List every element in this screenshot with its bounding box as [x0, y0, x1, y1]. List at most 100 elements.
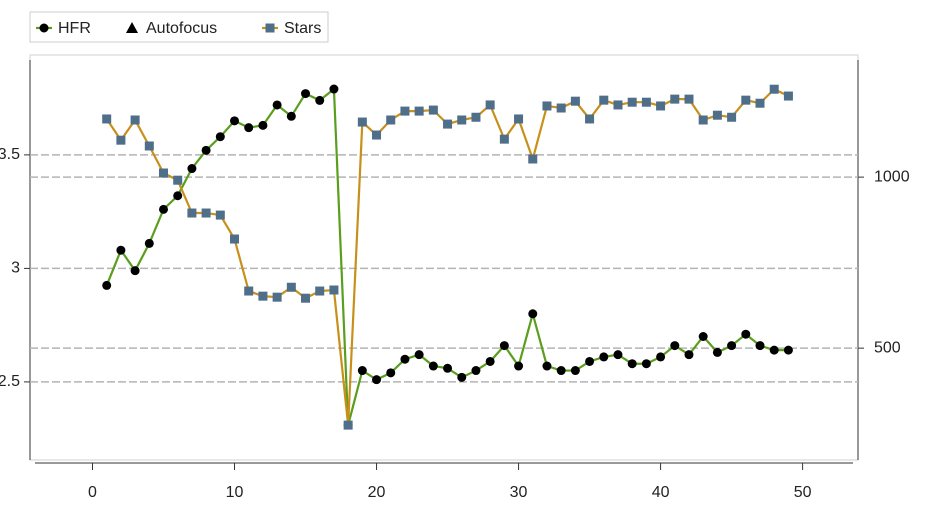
- marker: [499, 134, 509, 144]
- y-tick-label: 3.5: [0, 146, 20, 163]
- marker: [414, 106, 424, 116]
- marker: [315, 286, 325, 296]
- marker: [727, 341, 737, 351]
- marker: [684, 350, 694, 360]
- marker: [698, 332, 708, 342]
- marker: [783, 91, 793, 101]
- marker: [201, 208, 211, 218]
- marker: [741, 95, 751, 105]
- marker: [116, 245, 126, 255]
- marker: [272, 292, 282, 302]
- marker: [485, 356, 495, 366]
- marker: [656, 101, 666, 111]
- marker: [414, 350, 424, 360]
- marker: [656, 352, 666, 362]
- marker: [443, 119, 453, 129]
- x-tick-label: 0: [88, 484, 97, 501]
- marker: [357, 366, 367, 376]
- marker: [542, 361, 552, 371]
- x-tick-label: 30: [510, 484, 528, 501]
- marker: [187, 208, 197, 218]
- legend-marker: [126, 22, 138, 33]
- marker: [329, 84, 339, 94]
- legend-marker: [39, 23, 49, 33]
- legend-label: Autofocus: [146, 20, 217, 37]
- marker: [187, 164, 197, 174]
- marker: [386, 368, 396, 378]
- marker: [570, 96, 580, 106]
- marker: [528, 154, 538, 164]
- marker: [514, 361, 524, 371]
- marker: [130, 115, 140, 125]
- marker: [315, 95, 325, 105]
- marker: [471, 112, 481, 122]
- marker: [755, 341, 765, 351]
- marker: [144, 141, 154, 151]
- marker: [343, 420, 353, 430]
- legend: HFR Autofocus Stars: [29, 11, 329, 43]
- marker: [684, 94, 694, 104]
- marker: [301, 89, 311, 99]
- marker: [400, 354, 410, 364]
- y2-tick-label: 500: [874, 339, 901, 356]
- marker: [272, 100, 282, 110]
- marker: [244, 286, 254, 296]
- marker: [499, 341, 509, 351]
- marker: [641, 359, 651, 369]
- marker: [102, 114, 112, 124]
- series-line: [105, 87, 789, 426]
- marker: [741, 329, 751, 339]
- legend-box: [29, 11, 329, 43]
- marker: [641, 97, 651, 107]
- marker: [159, 168, 169, 178]
- marker: [173, 175, 183, 185]
- marker: [230, 234, 240, 244]
- marker: [769, 345, 779, 355]
- series-line: [105, 86, 789, 426]
- marker: [244, 123, 254, 133]
- marker: [130, 266, 140, 276]
- marker: [201, 145, 211, 155]
- marker: [670, 341, 680, 351]
- marker: [783, 345, 793, 355]
- marker: [485, 100, 495, 110]
- marker: [727, 112, 737, 122]
- marker: [457, 372, 467, 382]
- marker: [712, 347, 722, 357]
- marker: [372, 375, 382, 385]
- marker: [514, 114, 524, 124]
- marker: [599, 95, 609, 105]
- marker: [215, 210, 225, 220]
- marker: [144, 238, 154, 248]
- marker: [301, 293, 311, 303]
- legend-label: HFR: [58, 20, 91, 37]
- marker: [556, 366, 566, 376]
- marker: [471, 366, 481, 376]
- marker: [116, 135, 126, 145]
- marker: [102, 280, 112, 290]
- marker: [372, 130, 382, 140]
- marker: [599, 352, 609, 362]
- marker: [556, 103, 566, 113]
- marker: [585, 114, 595, 124]
- marker: [215, 132, 225, 142]
- marker: [755, 98, 765, 108]
- marker: [769, 84, 779, 94]
- marker: [230, 116, 240, 126]
- y2-tick-label: 1000: [874, 168, 910, 185]
- marker: [286, 282, 296, 292]
- marker: [428, 361, 438, 371]
- marker: [712, 110, 722, 120]
- legend-marker: [265, 23, 275, 33]
- marker: [329, 285, 339, 295]
- marker: [670, 94, 680, 104]
- marker: [627, 359, 637, 369]
- marker: [585, 356, 595, 366]
- marker: [428, 105, 438, 115]
- marker: [386, 115, 396, 125]
- y-tick-label: 3: [11, 260, 20, 277]
- x-tick-label: 50: [794, 484, 812, 501]
- marker: [258, 291, 268, 301]
- x-tick-label: 20: [368, 484, 386, 501]
